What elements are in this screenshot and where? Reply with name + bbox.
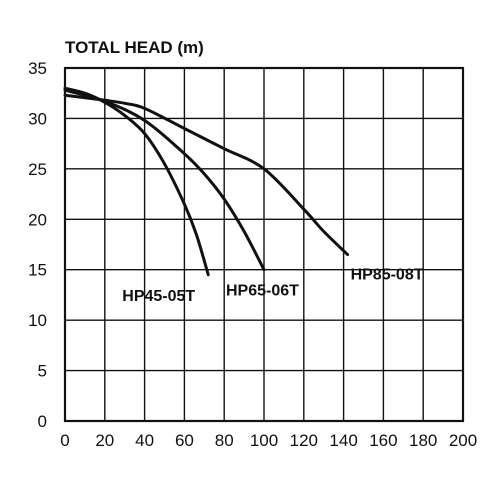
x-tick-label: 0 (60, 431, 69, 450)
series-labels: HP45-05T HP65-06T HP85-08T (122, 267, 423, 305)
x-tick-label: 160 (369, 431, 397, 450)
x-tick-label: 80 (215, 431, 234, 450)
x-tick-label: 120 (290, 431, 318, 450)
x-tick-label: 100 (250, 431, 278, 450)
series-label: HP85-08T (351, 267, 424, 284)
x-tick-label: 20 (95, 431, 114, 450)
y-tick-label: 20 (28, 210, 47, 229)
grid (64, 67, 464, 422)
curves (63, 86, 350, 277)
y-tick-label: 0 (38, 412, 47, 431)
x-tick-label: 200 (449, 431, 477, 450)
y-tick-label: 25 (28, 160, 47, 179)
chart-title: TOTAL HEAD (m) (65, 38, 204, 57)
plot-frame (63, 66, 465, 423)
series-line (63, 88, 266, 272)
x-tick-label: 40 (135, 431, 154, 450)
y-tick-label: 15 (28, 261, 47, 280)
y-tick-label: 10 (28, 311, 47, 330)
x-tick-label: 180 (409, 431, 437, 450)
y-tick-label: 35 (28, 59, 47, 78)
series-label: HP45-05T (122, 288, 195, 305)
y-tick-label: 30 (28, 109, 47, 128)
series-label: HP65-06T (226, 283, 299, 300)
axis-ticks: 0 20 40 60 80 100 120 140 160 180 200 0 5 10 15 20 25 30 3… (28, 59, 477, 450)
y-tick-label: 5 (38, 362, 47, 381)
series-line (63, 93, 350, 257)
x-tick-label: 60 (175, 431, 194, 450)
x-tick-label: 140 (329, 431, 357, 450)
